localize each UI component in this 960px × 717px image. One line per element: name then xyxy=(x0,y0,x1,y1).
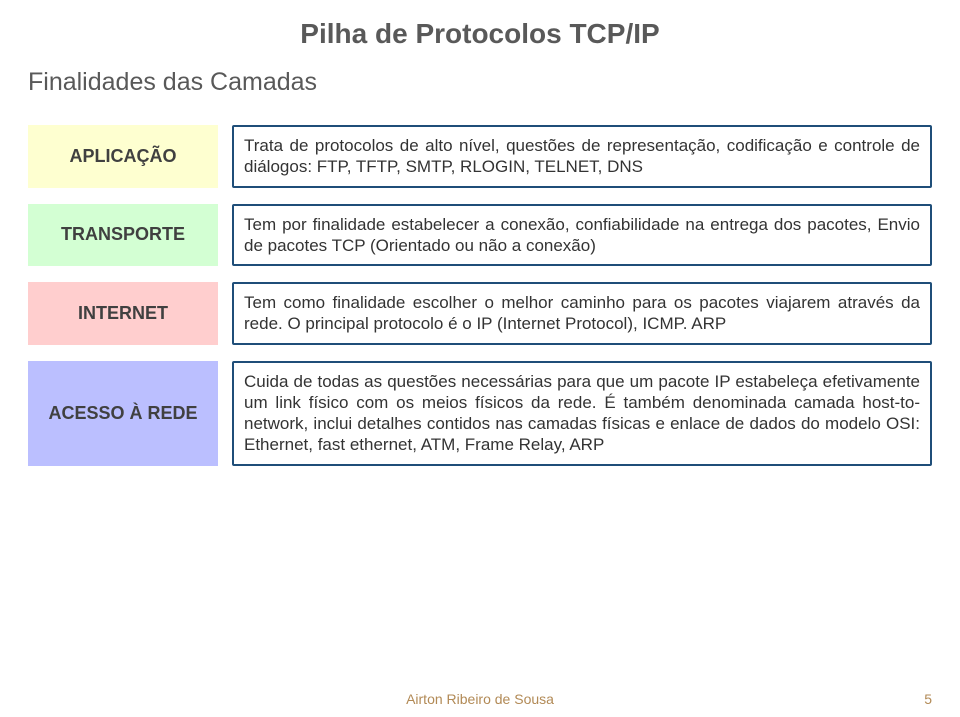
layer-row: APLICAÇÃOTrata de protocolos de alto nív… xyxy=(28,125,932,188)
slide-subtitle: Finalidades das Camadas xyxy=(28,68,932,97)
page-number: 5 xyxy=(924,691,932,707)
layer-description: Cuida de todas as questões necessárias p… xyxy=(232,361,932,466)
layer-description: Tem por finalidade estabelecer a conexão… xyxy=(232,204,932,267)
footer-author: Airton Ribeiro de Sousa xyxy=(0,691,960,707)
layer-label: TRANSPORTE xyxy=(28,204,218,267)
layer-row: TRANSPORTETem por finalidade estabelecer… xyxy=(28,204,932,267)
slide-title: Pilha de Protocolos TCP/IP xyxy=(28,18,932,50)
layer-description: Trata de protocolos de alto nível, quest… xyxy=(232,125,932,188)
layer-row: ACESSO À REDECuida de todas as questões … xyxy=(28,361,932,466)
layer-label: APLICAÇÃO xyxy=(28,125,218,188)
layers-diagram: APLICAÇÃOTrata de protocolos de alto nív… xyxy=(28,125,932,466)
layer-label: ACESSO À REDE xyxy=(28,361,218,466)
layer-label: INTERNET xyxy=(28,282,218,345)
layer-row: INTERNETTem como finalidade escolher o m… xyxy=(28,282,932,345)
layer-description: Tem como finalidade escolher o melhor ca… xyxy=(232,282,932,345)
